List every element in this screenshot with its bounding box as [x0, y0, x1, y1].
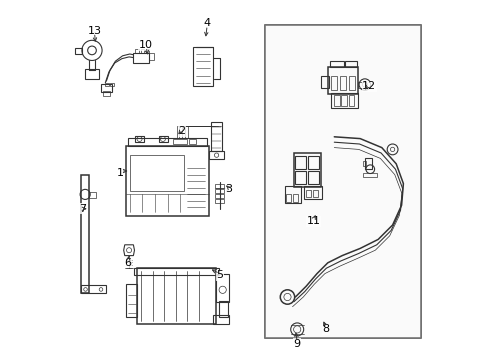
Bar	[306, 190, 311, 197]
Bar	[130, 155, 184, 191]
Bar	[159, 136, 168, 142]
Bar	[285, 186, 301, 203]
Text: 1: 1	[117, 168, 124, 178]
Bar	[135, 136, 144, 142]
Bar	[365, 158, 372, 169]
Bar	[304, 186, 321, 199]
Bar	[294, 153, 320, 187]
Text: 10: 10	[139, 40, 153, 50]
Bar	[81, 285, 106, 293]
Bar	[331, 76, 337, 90]
Bar	[135, 49, 139, 53]
Bar	[328, 67, 358, 94]
Bar	[133, 53, 148, 63]
Bar	[321, 76, 328, 88]
Text: 7: 7	[79, 204, 86, 214]
Bar	[126, 146, 209, 216]
Bar	[173, 139, 187, 144]
Text: 11: 11	[306, 216, 320, 226]
Bar	[308, 171, 319, 184]
Bar	[358, 82, 366, 88]
Bar	[148, 53, 154, 60]
Bar	[363, 161, 366, 166]
Bar	[134, 268, 219, 275]
Bar	[349, 95, 354, 106]
Bar	[308, 156, 319, 169]
Bar	[342, 95, 347, 106]
Bar	[81, 175, 89, 293]
Bar	[313, 190, 318, 197]
Bar	[110, 83, 114, 86]
Text: 4: 4	[204, 18, 211, 28]
Bar	[211, 122, 222, 151]
Bar	[349, 76, 355, 90]
Bar	[126, 284, 137, 317]
Text: 6: 6	[124, 258, 131, 268]
Bar	[216, 189, 224, 193]
Bar	[265, 25, 421, 338]
Bar	[128, 138, 207, 146]
Bar	[213, 315, 229, 324]
Text: 5: 5	[216, 270, 223, 280]
Bar	[216, 199, 224, 203]
Bar	[209, 151, 224, 159]
Bar	[295, 171, 306, 184]
Bar	[189, 139, 196, 144]
Bar	[137, 268, 216, 324]
Bar	[141, 49, 144, 53]
Bar	[146, 49, 149, 53]
Bar	[340, 76, 346, 90]
Bar	[265, 25, 421, 338]
Text: 12: 12	[362, 81, 376, 91]
Bar	[363, 173, 377, 177]
Text: 2: 2	[178, 126, 186, 136]
Bar	[330, 61, 344, 67]
Bar	[85, 69, 99, 79]
Bar	[295, 156, 306, 169]
Bar	[193, 47, 213, 86]
Bar	[216, 194, 224, 198]
Bar	[216, 274, 229, 302]
Text: 9: 9	[294, 339, 301, 349]
Bar	[345, 61, 357, 67]
Bar	[286, 194, 291, 202]
Bar	[103, 91, 110, 96]
Text: 13: 13	[88, 26, 101, 36]
Bar	[216, 184, 224, 188]
Bar	[334, 95, 340, 106]
Bar	[219, 301, 228, 317]
Bar	[293, 194, 298, 202]
Bar	[101, 84, 112, 92]
Bar	[104, 83, 109, 86]
Bar	[89, 192, 96, 198]
Text: 8: 8	[322, 324, 330, 334]
Text: 3: 3	[225, 184, 232, 194]
Bar	[331, 93, 358, 108]
